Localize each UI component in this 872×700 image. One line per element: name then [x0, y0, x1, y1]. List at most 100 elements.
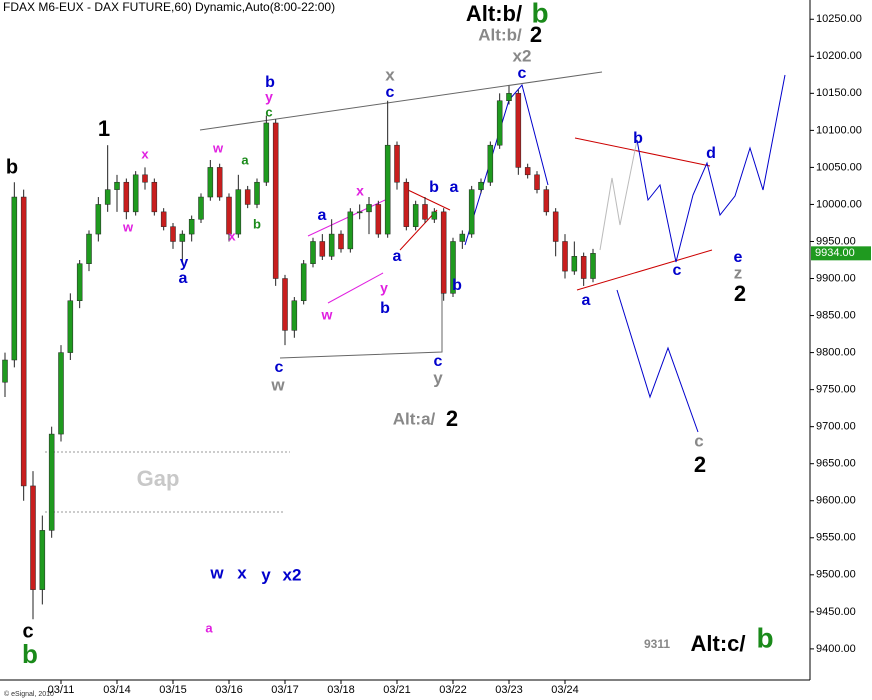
- trendline: [307, 199, 386, 237]
- wave-label: d: [706, 145, 716, 162]
- candle-body: [440, 211, 447, 294]
- wave-label: 2: [446, 406, 458, 431]
- candle-body: [515, 93, 522, 168]
- wave-label: c: [265, 104, 272, 119]
- wave-label: a: [393, 248, 402, 265]
- y-tick-label: 10200.00: [816, 50, 862, 62]
- x-tick-label: 03/22: [439, 684, 467, 696]
- candle-body: [170, 226, 176, 242]
- drawing-tools: [45, 71, 786, 513]
- projection-line: [616, 289, 699, 433]
- wave-label: a: [318, 207, 327, 224]
- candle-body: [422, 204, 428, 220]
- y-tick-label: 9950.00: [816, 235, 856, 247]
- candle-body: [244, 189, 251, 205]
- wave-label: c: [386, 84, 395, 101]
- y-tick-label: 9550.00: [816, 532, 856, 544]
- wave-label: a: [179, 270, 188, 287]
- candle-body: [272, 122, 279, 279]
- y-tick-label: 9650.00: [816, 458, 856, 470]
- candle-body: [188, 219, 195, 235]
- wave-label: x: [141, 146, 149, 161]
- x-tick-label: 03/15: [159, 684, 187, 696]
- wave-label: y: [433, 368, 443, 387]
- wave-label: c: [694, 431, 703, 450]
- candle-body: [198, 196, 204, 220]
- copyright: © eSignal, 2010: [4, 690, 54, 698]
- wave-label: e: [734, 249, 743, 266]
- candle-body: [468, 189, 475, 235]
- wave-label: b: [633, 130, 643, 147]
- y-tick-label: 9600.00: [816, 495, 856, 507]
- trendline: [576, 249, 713, 291]
- wave-label: x: [356, 183, 364, 199]
- candle-body: [132, 174, 139, 213]
- candle-body: [366, 204, 372, 213]
- wave-label: 2: [694, 452, 706, 477]
- candle-body: [506, 93, 512, 101]
- candle-body: [39, 530, 46, 590]
- trendline: [327, 272, 384, 304]
- candle-body: [226, 196, 232, 235]
- wave-label: b: [253, 216, 261, 231]
- candle-body: [534, 174, 540, 190]
- wave-label: Alt:b/: [478, 25, 522, 44]
- candle-body: [263, 122, 270, 183]
- wave-label: x: [237, 563, 247, 582]
- candle-body: [590, 253, 596, 279]
- candle-body: [179, 233, 186, 242]
- candle-body: [291, 300, 298, 331]
- candle-body: [356, 211, 363, 214]
- candle-body: [11, 196, 18, 361]
- x-tick-label: 03/11: [48, 684, 75, 696]
- candle-body: [123, 181, 130, 213]
- candle-body: [562, 241, 568, 272]
- wave-label: x2: [283, 565, 302, 584]
- x-tick-label: 03/17: [271, 684, 299, 696]
- projection-line: [599, 139, 638, 251]
- y-tick-label: 9750.00: [816, 384, 856, 396]
- wave-label: c: [22, 620, 33, 642]
- wave-label: c: [434, 353, 443, 370]
- candle-body: [571, 256, 578, 272]
- wave-label: 2: [734, 281, 746, 306]
- candle-body: [160, 211, 167, 227]
- range-line: [279, 270, 443, 359]
- candle-body: [412, 204, 419, 227]
- candle-body: [394, 144, 400, 183]
- last-price-label: 9934.00: [815, 247, 855, 259]
- wave-line: [464, 83, 549, 246]
- wave-label: b: [756, 622, 773, 653]
- wave-label: x: [385, 65, 395, 84]
- wave-label: b: [531, 0, 548, 28]
- wave-label: a: [450, 179, 459, 196]
- wave-label: w: [321, 307, 333, 323]
- y-tick-label: 9850.00: [816, 309, 856, 321]
- wave-label: x: [228, 228, 236, 243]
- wave-label: z: [734, 263, 743, 282]
- wave-label: w: [122, 219, 134, 234]
- y-tick-label: 9700.00: [816, 421, 856, 433]
- trendline: [407, 189, 451, 211]
- trendline: [574, 137, 711, 167]
- candle-body: [30, 485, 36, 590]
- wave-label: b: [429, 179, 439, 196]
- x-tick-label: 03/16: [215, 684, 243, 696]
- candle-body: [76, 263, 83, 301]
- candle-body: [338, 233, 344, 250]
- candle-body: [459, 233, 466, 242]
- wave-label: b: [22, 639, 38, 669]
- y-tick-label: 9900.00: [816, 272, 856, 284]
- wave-label: Gap: [137, 466, 180, 491]
- candle-body: [300, 263, 307, 301]
- candle-body: [580, 256, 587, 279]
- y-tick-label: 10150.00: [816, 87, 862, 99]
- candle-body: [496, 100, 503, 146]
- candle-body: [254, 181, 260, 205]
- y-tick-label: 9400.00: [816, 643, 856, 655]
- candle-body: [450, 241, 456, 294]
- candle-body: [347, 211, 354, 250]
- candle-body: [384, 144, 391, 235]
